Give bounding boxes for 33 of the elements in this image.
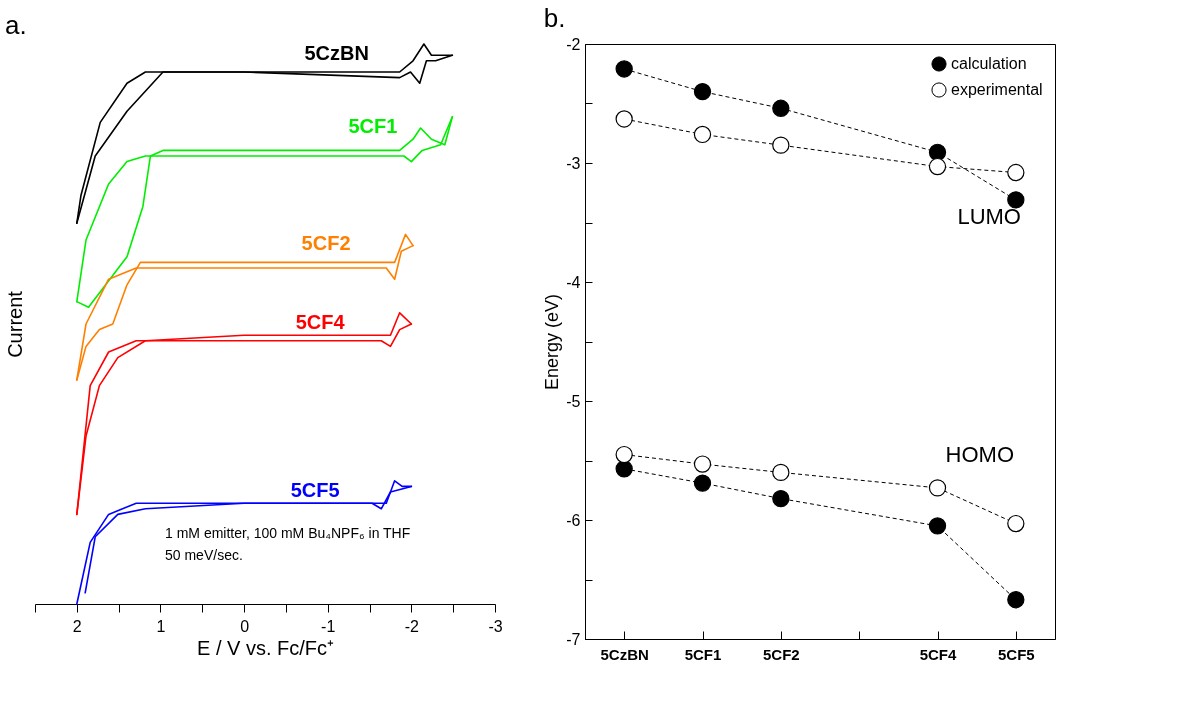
x-tick-label: 1	[156, 617, 166, 635]
legend-label: experimental	[951, 81, 1043, 98]
x-tick-label: 2	[72, 617, 82, 635]
y-tick-label: -5	[566, 392, 581, 410]
y-tick-label: -4	[566, 273, 581, 291]
y-axis-title: Energy (eV)	[542, 293, 563, 391]
chart-title: a.	[5, 10, 27, 41]
y-tick-label: -7	[566, 630, 581, 648]
series-label: 5CF4	[295, 310, 346, 333]
x-tick-label: -3	[488, 617, 503, 635]
chart-title: b.	[543, 3, 566, 33]
series-label: 5CzBN	[304, 42, 369, 64]
x-tick-label: -1	[321, 617, 336, 635]
x-tick-label: 0	[240, 617, 250, 635]
annotation: LUMO	[957, 203, 1021, 229]
x-axis-title: E / V vs. Fc/Fc⁺	[196, 636, 335, 659]
annotation: 1 mM emitter, 100 mM Bu₄NPF₆ in THF	[165, 525, 411, 541]
x-tick-label: 5CF5	[997, 645, 1035, 663]
x-tick-label: 5CF1	[684, 645, 722, 663]
series-label: 5CF1	[348, 114, 398, 137]
y-tick-label: -2	[566, 35, 581, 53]
y-tick-label: -6	[566, 511, 581, 529]
x-tick-label: 5CF4	[919, 645, 957, 663]
x-tick-label: 5CF2	[762, 645, 800, 663]
legend-label: calculation	[951, 55, 1027, 72]
annotation: HOMO	[945, 441, 1015, 467]
series-label: 5CF2	[301, 232, 351, 255]
x-tick-label: -2	[404, 617, 420, 635]
annotation: 50 meV/sec.	[165, 547, 243, 563]
y-tick-label: -3	[566, 154, 581, 172]
y-axis-title: Current	[3, 290, 26, 358]
x-tick-label: 5CzBN	[600, 645, 649, 663]
series-label: 5CF5	[290, 478, 340, 501]
